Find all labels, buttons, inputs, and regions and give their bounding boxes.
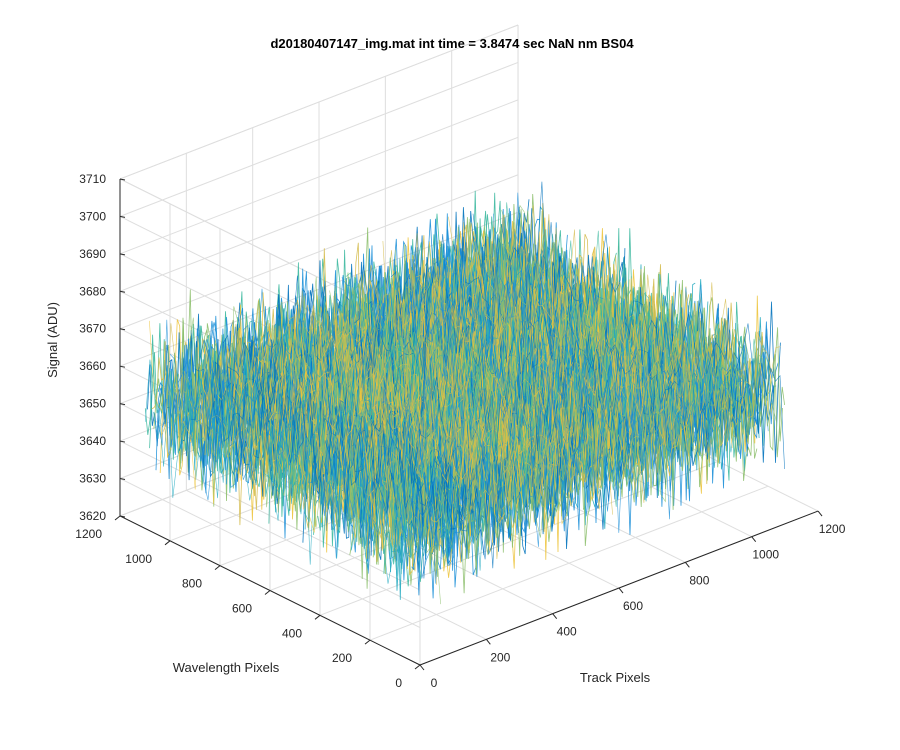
surface-col-line: [218, 333, 495, 571]
y-tick-mark: [364, 639, 371, 645]
surface-col-line: [247, 325, 523, 524]
grid-line: [119, 99, 519, 255]
z-tick-label: 3640: [79, 434, 106, 448]
z-tick-label: 3620: [79, 509, 106, 523]
surface-col-line: [390, 271, 667, 485]
surface-col-line: [480, 192, 757, 456]
x-tick-label: 800: [689, 573, 709, 587]
y-tick-mark: [164, 540, 171, 546]
axes: 0 200 400 600 800 1000 1200 0 200 400 600 800 1000 12…: [75, 172, 845, 690]
x-tick-label: 0: [431, 676, 438, 690]
surface-col-line: [317, 295, 593, 505]
z-tick-mark: [119, 328, 126, 331]
z-tick-mark: [119, 178, 126, 181]
z-tick-mark: [119, 290, 126, 293]
z-tick-label: 3670: [79, 322, 106, 336]
surface-col-line: [509, 181, 785, 470]
x-tick-mark: [817, 510, 823, 517]
surface-col-line: [505, 205, 781, 419]
box-edge: [119, 24, 519, 180]
y-tick-label: 0: [395, 676, 402, 690]
y-tick-mark: [114, 515, 121, 521]
surface-col-line: [407, 242, 683, 465]
surface-col-line: [153, 341, 429, 559]
grid-line: [119, 174, 519, 330]
surface-col-line: [386, 250, 662, 497]
grid-line: [119, 478, 421, 629]
y-tick-label: 600: [232, 601, 252, 615]
surface-col-line: [337, 306, 613, 515]
surface-col-line: [173, 344, 449, 572]
surface-col-line: [423, 254, 699, 487]
z-tick-mark: [119, 365, 126, 368]
x-tick-mark: [684, 562, 690, 568]
y-tick-mark: [214, 565, 221, 571]
surface-mesh: [144, 181, 785, 605]
surface-row-line: [417, 327, 783, 594]
z-tick-mark: [119, 478, 126, 481]
y-tick-mark: [314, 614, 321, 620]
z-tick-mark: [119, 215, 126, 218]
surface-col-line: [456, 238, 732, 449]
y-tick-mark: [264, 590, 271, 595]
y-axis-label: Wavelength Pixels: [173, 660, 280, 675]
surface-col-line: [485, 243, 761, 429]
grid-line: [119, 136, 519, 292]
y-tick-label: 400: [282, 626, 302, 640]
z-tick-label: 3630: [79, 472, 106, 486]
y-tick-label: 1200: [75, 527, 102, 541]
x-axis-label: Track Pixels: [580, 670, 651, 685]
surface-col-line: [439, 246, 716, 464]
z-tick-label: 3690: [79, 247, 106, 261]
chart-title: d20180407147_img.mat int time = 3.8474 s…: [270, 36, 634, 51]
z-tick-mark: [119, 403, 126, 406]
surface-col-line: [186, 353, 462, 577]
z-axis-label: Signal (ADU): [45, 302, 60, 378]
z-tick-label: 3710: [79, 172, 106, 186]
y-tick-mark: [414, 664, 421, 670]
z-tick-label: 3700: [79, 209, 106, 223]
x-tick-label: 1000: [752, 548, 779, 562]
grid-line: [119, 61, 519, 217]
z-tick-label: 3660: [79, 359, 106, 373]
grid-line: [119, 440, 421, 591]
surface-col-line: [259, 307, 536, 521]
z-tick-label: 3650: [79, 397, 106, 411]
y-tick-label: 200: [332, 651, 352, 665]
x-tick-mark: [751, 536, 757, 543]
grid-line: [369, 485, 769, 641]
x-tick-mark: [618, 587, 624, 594]
surface-col-line: [300, 314, 576, 525]
x-tick-mark: [485, 639, 491, 645]
surface-col-line: [181, 351, 458, 570]
surface-col-line: [493, 213, 769, 447]
y-tick-label: 800: [182, 577, 202, 591]
x-tick-mark: [552, 613, 558, 619]
z-tick-mark: [119, 515, 126, 518]
x-tick-label: 400: [557, 625, 577, 639]
y-tick-label: 1000: [125, 552, 152, 566]
z-tick-label: 3680: [79, 284, 106, 298]
surface-col-line: [497, 202, 773, 433]
x-tick-label: 600: [623, 599, 643, 613]
x-tick-label: 1200: [819, 522, 846, 536]
z-tick-mark: [119, 253, 126, 256]
x-tick-label: 200: [490, 650, 510, 664]
x-tick-mark: [419, 664, 425, 671]
surface-col-line: [210, 306, 486, 559]
z-tick-mark: [119, 440, 126, 443]
surface-col-line: [399, 283, 675, 520]
